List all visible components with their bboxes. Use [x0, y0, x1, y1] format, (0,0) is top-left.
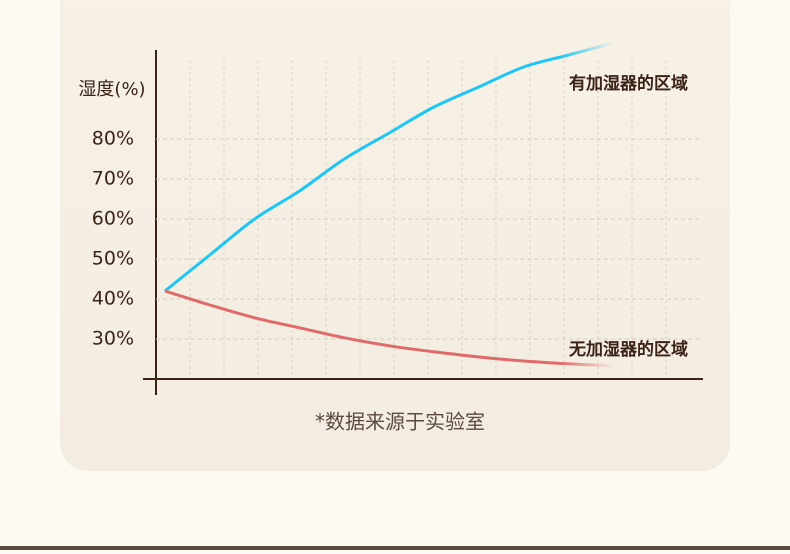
y-tick-label: 30% [92, 328, 134, 350]
y-tick-label: 70% [92, 168, 134, 190]
series-label: 有加湿器的区域 [569, 73, 688, 94]
line [164, 41, 614, 293]
series-label: 无加湿器的区域 [568, 339, 688, 360]
card [60, 0, 730, 471]
bottom-bar [0, 546, 790, 550]
footnote: *数据来源于实验室 [315, 410, 485, 434]
line [164, 289, 614, 368]
y-tick-label: 40% [92, 288, 134, 310]
y-tick-label: 50% [92, 248, 134, 270]
y-tick-label: 80% [92, 128, 134, 150]
y-tick-label: 60% [92, 208, 134, 230]
y-axis-title: 湿度(%) [78, 79, 145, 100]
